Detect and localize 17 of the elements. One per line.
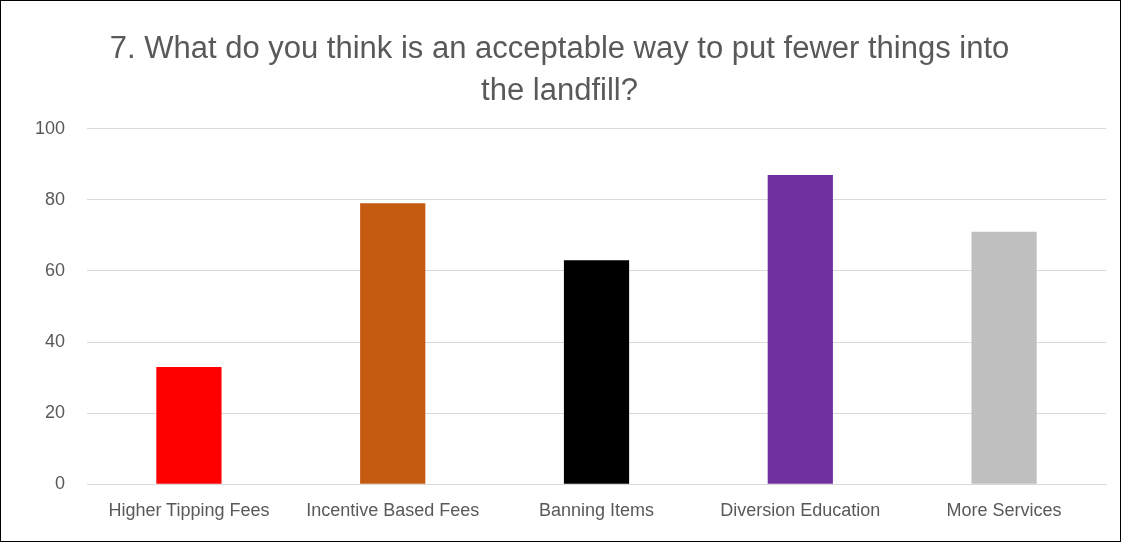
y-tick-label: 80 — [45, 188, 66, 209]
y-tick-label: 0 — [55, 473, 66, 494]
bar — [156, 366, 222, 484]
y-tick-label: 40 — [45, 330, 66, 351]
chart-title: 7. What do you think is an acceptable way to put fewer things into the landfill? — [109, 30, 1010, 108]
x-tick-label: Banning Items — [538, 499, 655, 520]
x-tick-label: More Services — [946, 499, 1062, 520]
y-tick-label: 100 — [34, 117, 66, 138]
x-tick-label: Higher Tipping Fees — [108, 499, 270, 520]
bar — [360, 203, 426, 484]
y-tick-label: 20 — [45, 402, 66, 423]
y-tick-label: 60 — [45, 259, 66, 280]
x-tick-label: Incentive Based Fees — [306, 499, 480, 520]
bar — [767, 174, 833, 484]
bar — [563, 260, 630, 484]
bar — [971, 231, 1037, 484]
x-tick-label: Diversion Education — [720, 499, 881, 520]
